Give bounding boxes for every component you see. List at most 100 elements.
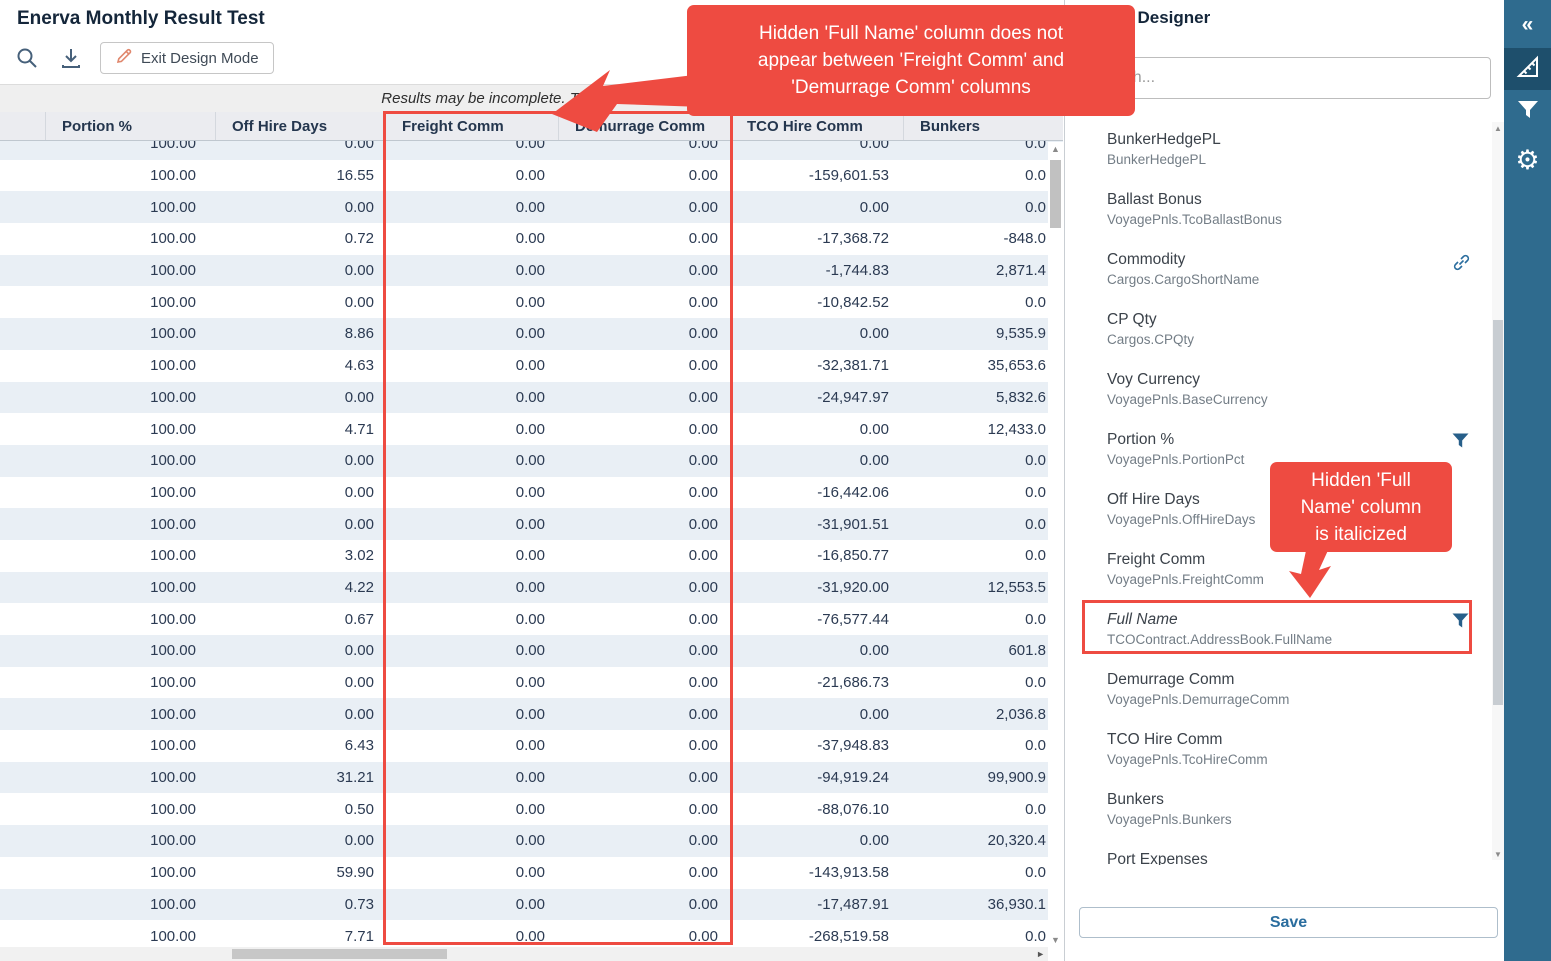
table-cell: -10,842.52 [817,293,889,311]
field-item-full-name[interactable]: Full Name TCOContract.AddressBook.FullNam… [1107,610,1490,649]
field-item-voy-currency[interactable]: Voy Currency VoyagePnls.BaseCurrency [1107,370,1490,409]
table-cell: 0.00 [688,198,718,216]
table-row[interactable]: 100.00 0.00 0.00 0.00 0.00 0.0 [0,141,1063,160]
table-cell: 100.00 [150,420,196,438]
table-row[interactable]: 100.00 16.55 0.00 0.00 -159,601.53 0.0 [0,159,1063,192]
field-item-portion[interactable]: Portion % VoyagePnls.PortionPct [1107,430,1490,469]
table-cell: -31,901.51 [817,515,889,533]
table-row[interactable]: 100.00 0.00 0.00 0.00 -10,842.52 0.0 [0,286,1063,319]
filter-icon[interactable] [1452,613,1470,631]
table-row[interactable]: 100.00 0.73 0.00 0.00 -17,487.91 36,930.1 [0,888,1063,921]
table-cell: -76,577.44 [817,610,889,628]
field-item-cp-qty[interactable]: CP Qty Cargos.CPQty [1107,310,1490,349]
field-item-port-expenses[interactable]: Port Expenses [1107,850,1490,865]
table-row[interactable]: 100.00 7.71 0.00 0.00 -268,519.58 0.0 [0,920,1063,947]
table-cell: -268,519.58 [808,927,889,945]
field-item-bunkers[interactable]: Bunkers VoyagePnls.Bunkers [1107,790,1490,829]
scroll-up-icon[interactable]: ▲ [1051,144,1060,154]
report-designer-panel: Report Designer BunkerHedgePLBunkerHedge… [1064,0,1504,961]
filter-tool-button[interactable] [1504,94,1551,130]
table-row[interactable]: 100.00 0.00 0.00 0.00 0.00 601.8 [0,635,1063,667]
field-item-commodity[interactable]: Commodity Cargos.CargoShortName [1107,250,1490,289]
designer-search-input[interactable] [1076,57,1491,99]
filter-icon[interactable] [1452,433,1470,451]
column-header-demurrage-comm[interactable]: Demurrage Comm [558,112,730,140]
field-binding: VoyagePnls.OffHireDays [1107,512,1256,527]
table-cell: 0.00 [688,927,718,945]
table-horizontal-scrollbar[interactable]: ► [0,947,1048,961]
table-cell: 0.0 [1025,800,1046,818]
table-cell: 0.00 [515,674,545,692]
column-header-freight-comm[interactable]: Freight Comm [385,112,558,140]
field-item-ballast-bonus[interactable]: Ballast Bonus VoyagePnls.TcoBallastBonus [1107,190,1490,229]
column-header-empty[interactable] [0,112,45,140]
collapse-panel-button[interactable]: « [1521,13,1534,36]
scroll-up-icon[interactable]: ▲ [1494,123,1502,133]
settings-gear-button[interactable]: ⚙ [1515,144,1540,176]
panel-scrollbar[interactable]: ▲ ▼ [1492,122,1504,860]
field-label: BunkerHedgePL [1107,131,1221,148]
download-icon[interactable] [56,43,86,73]
field-binding: TCOContract.AddressBook.FullName [1107,632,1333,647]
scroll-down-icon[interactable]: ▼ [1051,935,1060,945]
table-cell: 0.00 [515,357,545,375]
table-cell: 0.00 [688,864,718,882]
table-row[interactable]: 100.00 0.00 0.00 0.00 -31,901.51 0.0 [0,508,1063,540]
field-item-off-hire-days[interactable]: Off Hire Days VoyagePnls.OffHireDays [1107,490,1490,529]
panel-title: Report Designer [1078,8,1211,27]
table-row[interactable]: 100.00 59.90 0.00 0.00 -143,913.58 0.0 [0,856,1063,889]
table-cell: 100.00 [150,674,196,692]
scroll-down-icon[interactable]: ▼ [1494,849,1502,859]
table-row[interactable]: 100.00 0.50 0.00 0.00 -88,076.10 0.0 [0,793,1063,826]
field-item-demurrage-comm[interactable]: Demurrage Comm VoyagePnls.DemurrageComm [1107,670,1490,709]
table-row[interactable]: 100.00 0.00 0.00 0.00 0.00 0.0 [0,191,1063,224]
table-cell: 100.00 [150,198,196,216]
column-header-tco-hire-comm[interactable]: TCO Hire Comm [730,112,903,140]
table-row[interactable]: 100.00 0.00 0.00 0.00 0.00 2,036.8 [0,698,1063,731]
table-cell: 0.00 [344,642,374,660]
table-cell: 100.00 [150,167,196,185]
table-row[interactable]: 100.00 0.00 0.00 0.00 0.00 20,320.4 [0,825,1063,857]
table-vertical-scrollbar[interactable]: ▲ ▼ [1048,142,1063,947]
table-row[interactable]: 100.00 4.63 0.00 0.00 -32,381.71 35,653.6 [0,349,1063,382]
save-button[interactable]: Save [1079,907,1498,938]
table-row[interactable]: 100.00 31.21 0.00 0.00 -94,919.24 99,900.9 [0,761,1063,794]
row-select-cell [0,540,45,572]
design-tool-button[interactable] [1504,48,1551,90]
table-row[interactable]: 100.00 0.00 0.00 0.00 -1,744.83 2,871.4 [0,254,1063,287]
column-header-portion[interactable]: Portion % [45,112,215,140]
table-row[interactable]: 100.00 0.67 0.00 0.00 -76,577.44 0.0 [0,603,1063,635]
row-select-cell [0,572,45,604]
table-row[interactable]: 100.00 6.43 0.00 0.00 -37,948.83 0.0 [0,730,1063,762]
search-icon[interactable] [12,43,42,73]
table-row[interactable]: 100.00 8.86 0.00 0.00 0.00 9,535.9 [0,318,1063,350]
field-binding: VoyagePnls.FreightComm [1107,572,1264,587]
table-cell: -88,076.10 [817,800,889,818]
table-row[interactable]: 100.00 0.00 0.00 0.00 -21,686.73 0.0 [0,666,1063,699]
horizontal-scrollbar-thumb[interactable] [232,949,447,959]
vertical-scrollbar-thumb[interactable] [1050,160,1061,228]
field-item-tco-hire-comm[interactable]: TCO Hire Comm VoyagePnls.TcoHireComm [1107,730,1490,769]
field-item-freight-comm[interactable]: Freight Comm VoyagePnls.FreightComm [1107,550,1490,589]
link-icon[interactable] [1452,253,1470,271]
scroll-right-icon[interactable]: ► [1036,949,1045,959]
table-row[interactable]: 100.00 0.00 0.00 0.00 -24,947.97 5,832.6 [0,381,1063,414]
table-row[interactable]: 100.00 3.02 0.00 0.00 -16,850.77 0.0 [0,539,1063,572]
column-header-off-hire-days[interactable]: Off Hire Days [215,112,385,140]
table-cell: 0.00 [515,293,545,311]
table-row[interactable]: 100.00 0.00 0.00 0.00 -16,442.06 0.0 [0,476,1063,509]
table-row[interactable]: 100.00 0.72 0.00 0.00 -17,368.72 -848.0 [0,223,1063,255]
table-cell: 0.00 [344,515,374,533]
table-row[interactable]: 100.00 4.71 0.00 0.00 0.00 12,433.0 [0,413,1063,445]
table-cell: 0.00 [859,452,889,470]
panel-scrollbar-thumb[interactable] [1493,320,1503,705]
row-select-cell [0,223,45,255]
table-cell: 0.00 [859,141,889,153]
field-item-bunkerhedgepl[interactable]: BunkerHedgePL BunkerHedgePL [1107,130,1490,169]
exit-design-mode-button[interactable]: Exit Design Mode [100,42,274,74]
table-row[interactable]: 100.00 4.22 0.00 0.00 -31,920.00 12,553.5 [0,571,1063,604]
column-header-bunkers[interactable]: Bunkers [903,112,1048,140]
table-cell: 100.00 [150,832,196,850]
table-cell: 0.67 [344,610,374,628]
table-row[interactable]: 100.00 0.00 0.00 0.00 0.00 0.0 [0,444,1063,477]
